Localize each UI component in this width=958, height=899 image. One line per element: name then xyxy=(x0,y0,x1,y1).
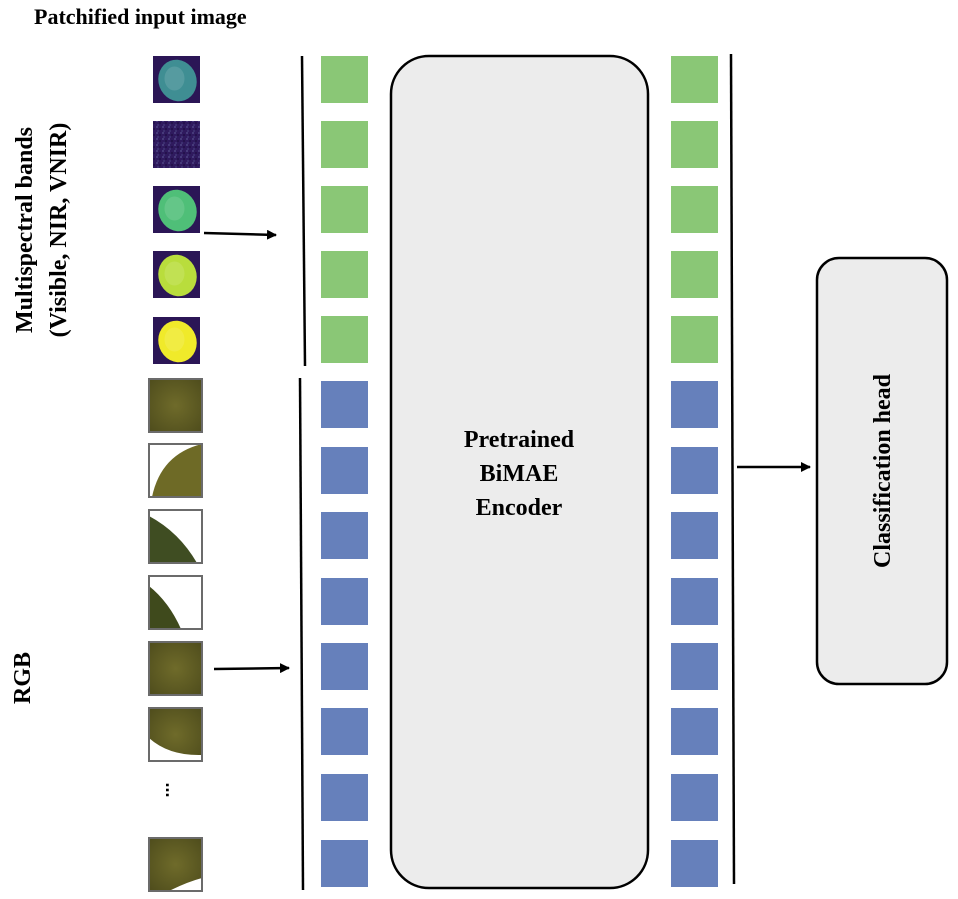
output-rgb-token-5 xyxy=(671,643,718,690)
input-rgb-token-1 xyxy=(321,381,368,428)
output-rgb-token-1 xyxy=(671,381,718,428)
ms-bracket-line xyxy=(300,55,307,367)
encoder-block: Pretrained BiMAE Encoder xyxy=(389,54,650,890)
input-rgb-token-4 xyxy=(321,578,368,625)
output-rgb-token-4 xyxy=(671,578,718,625)
input-rgb-token-5 xyxy=(321,643,368,690)
input-ms-token-3 xyxy=(321,186,368,233)
input-token-column xyxy=(321,56,368,887)
multispectral-label-line2: (Visible, NIR, VNIR) xyxy=(46,123,72,338)
input-rgb-token-3 xyxy=(321,512,368,559)
output-rgb-token-2 xyxy=(671,447,718,494)
output-ms-token-3 xyxy=(671,186,718,233)
ms-patch-2 xyxy=(153,121,200,168)
output-ms-token-2 xyxy=(671,121,718,168)
input-ms-token-1 xyxy=(321,56,368,103)
rgb-patch-3 xyxy=(148,509,203,564)
ms-patch-1 xyxy=(153,56,200,103)
output-rgb-token-3 xyxy=(671,512,718,559)
output-ms-token-1 xyxy=(671,56,718,103)
multispectral-patches xyxy=(153,56,200,364)
encoder-box xyxy=(389,54,650,890)
multispectral-label-line1: Multispectral bands xyxy=(12,127,38,333)
rgb-patch-1 xyxy=(148,378,203,433)
input-ms-token-2 xyxy=(321,121,368,168)
input-ms-token-4 xyxy=(321,251,368,298)
classification-head-box xyxy=(815,256,949,686)
input-ms-token-5 xyxy=(321,316,368,363)
ms-patch-5 xyxy=(153,317,200,364)
multispectral-label: Multispectral bands (Visible, NIR, VNIR) xyxy=(12,123,72,338)
classification-head-label: Classification head xyxy=(870,373,896,568)
output-ms-token-5 xyxy=(671,316,718,363)
rgb-ellipsis: ... xyxy=(162,782,182,797)
rgb-patch-4 xyxy=(148,575,203,630)
output-rgb-token-6 xyxy=(671,708,718,755)
rgb-patch-5 xyxy=(148,641,203,696)
rgb-bracket-line xyxy=(298,377,305,891)
output-bracket-line xyxy=(729,53,736,885)
encoder-label-line3: Encoder xyxy=(476,495,563,521)
rgb-patch-6 xyxy=(148,707,203,762)
output-rgb-token-7 xyxy=(671,774,718,821)
input-rgb-token-8 xyxy=(321,840,368,887)
encoder-label-line1: Pretrained xyxy=(464,427,575,453)
ms-patch-4 xyxy=(153,251,200,298)
rgb-patch-2 xyxy=(148,443,203,498)
ms-input-arrow xyxy=(203,229,277,240)
title: Patchified input image xyxy=(34,4,247,29)
classification-head-block: Classification head xyxy=(815,256,949,686)
rgb-label-text: RGB xyxy=(10,652,36,704)
rgb-patch-7 xyxy=(148,837,203,892)
rgb-patches xyxy=(148,378,203,892)
output-ms-token-4 xyxy=(671,251,718,298)
rgb-label: RGB xyxy=(10,652,36,704)
encoder-label-line2: BiMAE xyxy=(480,461,559,487)
input-rgb-token-6 xyxy=(321,708,368,755)
input-rgb-token-7 xyxy=(321,774,368,821)
input-rgb-token-2 xyxy=(321,447,368,494)
rgb-input-arrow xyxy=(213,663,290,674)
output-token-column xyxy=(671,56,718,887)
output-rgb-token-8 xyxy=(671,840,718,887)
ms-patch-3 xyxy=(153,186,200,233)
